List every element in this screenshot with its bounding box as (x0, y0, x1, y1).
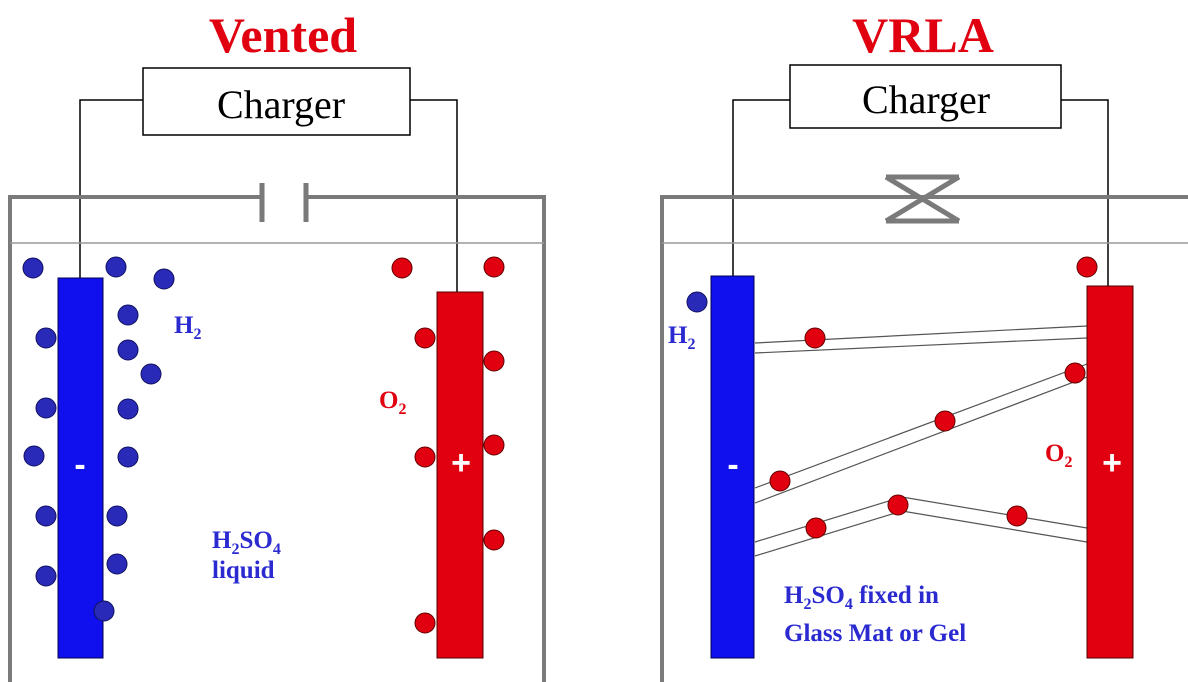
vrla-negative-sign: - (727, 446, 738, 484)
vented-electrolyte-line2: liquid (212, 557, 275, 584)
vented-charger: Charger (142, 67, 411, 136)
vrla-o2-label: O2 (1045, 440, 1072, 471)
vrla-negative-plate (710, 275, 755, 659)
open-vent-icon (259, 183, 309, 222)
vented-hydrogen-bubbles (22, 256, 175, 622)
vrla-h2-label: H2 (668, 322, 695, 353)
vrla-positive-plate (1086, 285, 1134, 659)
vrla-negative-wire (732, 99, 790, 276)
vented-panel: Vented Charger - + (8, 7, 546, 682)
vented-negative-sign: - (74, 446, 85, 484)
vrla-panel: VRLA Charger - (660, 7, 1188, 682)
vented-positive-sign: + (451, 444, 471, 482)
vrla-charger: Charger (789, 64, 1062, 129)
vented-electrolyte-label: H2SO4 (212, 527, 281, 558)
vented-negative-plate (57, 277, 104, 659)
vrla-oxygen-channels (754, 325, 1088, 557)
vented-positive-plate (436, 291, 484, 659)
vrla-electrolyte-label: H2SO4 fixed in (784, 582, 939, 613)
pressure-valve-icon (884, 174, 961, 224)
vrla-positive-wire (1061, 99, 1109, 286)
vented-positive-wire (410, 99, 458, 292)
vented-container (8, 195, 546, 682)
vrla-positive-sign: + (1102, 444, 1122, 482)
vented-negative-wire (79, 99, 143, 280)
vrla-hydrogen-bubble (686, 291, 708, 313)
vrla-container (660, 195, 1188, 682)
vrla-charger-label: Charger (862, 77, 990, 122)
vrla-oxygen-bubbles (769, 256, 1098, 539)
vented-o2-label: O2 (379, 387, 406, 418)
vented-charger-label: Charger (217, 82, 345, 127)
vented-title: Vented (209, 7, 357, 63)
vented-oxygen-bubbles (391, 256, 505, 634)
vrla-electrolyte-line2: Glass Mat or Gel (784, 620, 966, 647)
vented-h2-label: H2 (174, 312, 201, 343)
vrla-title: VRLA (852, 7, 994, 63)
